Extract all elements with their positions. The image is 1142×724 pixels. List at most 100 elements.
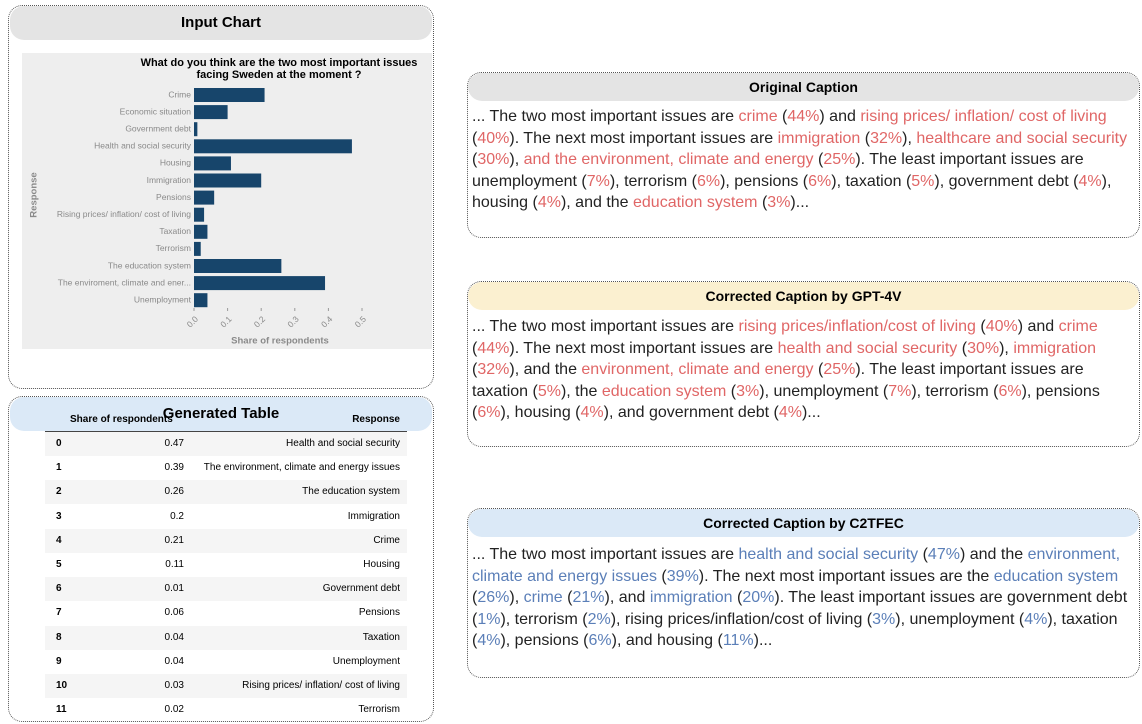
- row-index: 4: [56, 534, 62, 546]
- caption-segment: ). The next most important issues are th…: [698, 567, 994, 585]
- caption-segment: ), and government debt (: [603, 404, 779, 421]
- caption-segment: (: [732, 589, 743, 606]
- highlight-text: 4%: [778, 404, 802, 421]
- highlight-text: 32%: [870, 129, 903, 147]
- caption-segment: ), taxation (: [472, 610, 1118, 650]
- caption-segment: ), and the: [560, 194, 633, 211]
- table-cell: Terrorism: [358, 704, 400, 716]
- highlight-text: 7%: [888, 382, 912, 400]
- caption-panel: [467, 508, 1140, 678]
- highlight-text: 3%: [767, 194, 791, 211]
- highlight-text: 30%: [967, 339, 1000, 357]
- highlight-text: environment, climate and energy issues: [472, 546, 1121, 585]
- panel-title: Input Chart: [10, 6, 432, 40]
- row-index: 9: [56, 655, 62, 667]
- row-index: 6: [56, 583, 62, 595]
- highlight-text: 39%: [666, 567, 699, 585]
- caption-segment: ), terrorism (: [500, 610, 588, 628]
- caption-segment: (: [472, 129, 478, 147]
- table-rule: [45, 431, 407, 432]
- caption-segment: (: [757, 194, 768, 211]
- panel-title: Corrected Caption by C2TFEC: [468, 509, 1139, 537]
- caption-panel: [467, 281, 1140, 447]
- highlight-text: 20%: [742, 589, 775, 606]
- caption-segment: (: [472, 339, 478, 357]
- highlight-text: education system: [601, 382, 727, 400]
- table-header: Response: [352, 414, 400, 425]
- highlight-text: education system: [633, 194, 758, 211]
- caption-segment: (: [918, 546, 928, 563]
- highlight-text: immigration: [777, 129, 861, 147]
- highlight-text: immigration: [1013, 339, 1096, 357]
- highlight-text: 47%: [927, 546, 960, 563]
- caption-segment: (: [472, 361, 478, 378]
- caption-segment: ), taxation (: [831, 172, 912, 190]
- table-cell: Unemployment: [332, 655, 400, 667]
- highlight-text: 5%: [537, 382, 561, 400]
- highlight-text: 25%: [823, 361, 856, 378]
- row-index: 5: [56, 559, 62, 570]
- highlight-text: rising prices/ inflation/ cost of living: [860, 108, 1107, 125]
- table-cell: Pensions: [358, 607, 400, 619]
- table-cell: 0.39: [164, 462, 184, 474]
- input-chart-panel: [8, 5, 434, 389]
- caption-segment: ), pensions (: [720, 172, 809, 190]
- highlight-text: 6%: [477, 404, 501, 421]
- table-row-bg: [45, 625, 407, 650]
- table-cell: 0.04: [164, 631, 184, 643]
- row-index: 0: [56, 438, 62, 449]
- highlight-text: 6%: [998, 382, 1022, 400]
- caption-text: ... The two most important issues are ri…: [472, 316, 1140, 424]
- caption-segment: ). The next most important issues are: [509, 339, 778, 357]
- highlight-text: 4%: [477, 632, 501, 649]
- highlight-text: 2%: [587, 610, 611, 628]
- caption-segment: ), unemployment (: [895, 610, 1025, 628]
- highlight-text: 5%: [911, 172, 935, 190]
- table-cell: 0.11: [165, 559, 184, 570]
- caption-segment: ), and housing (: [611, 632, 723, 649]
- row-index: 7: [56, 607, 62, 619]
- table-cell: Government debt: [322, 583, 400, 595]
- highlight-text: 44%: [477, 339, 510, 357]
- caption-segment: ). The least important issues are govern…: [472, 589, 1128, 628]
- caption-segment: )...: [801, 404, 821, 421]
- highlight-text: 3%: [736, 382, 760, 400]
- caption-segment: (: [656, 567, 667, 585]
- table-header: Share of respondents: [70, 414, 173, 425]
- caption-segment: ), government debt (: [934, 172, 1079, 190]
- caption-segment: ), terrorism (: [609, 172, 697, 190]
- highlight-text: 32%: [477, 361, 510, 378]
- caption-segment: )...: [790, 194, 810, 211]
- row-index: 8: [56, 631, 62, 643]
- caption-segment: ) and: [1017, 318, 1059, 335]
- caption-segment: (: [813, 361, 824, 378]
- table-cell: 0.02: [164, 704, 184, 716]
- table-cell: Health and social security: [286, 438, 400, 449]
- table-cell: Taxation: [362, 631, 400, 643]
- caption-segment: ), terrorism (: [911, 382, 999, 400]
- table-row-bg: [45, 480, 407, 505]
- caption-segment: ). The least important issues are taxati…: [472, 361, 1084, 400]
- caption-panel: [467, 72, 1140, 238]
- highlight-text: 4%: [580, 404, 604, 421]
- table-cell: 0.06: [164, 607, 184, 619]
- caption-segment: ... The two most important issues are: [472, 318, 739, 335]
- caption-segment: ), pensions (: [500, 632, 589, 649]
- caption-text: ... The two most important issues are he…: [472, 544, 1140, 652]
- highlight-text: 40%: [985, 318, 1018, 335]
- table-row-bg: [45, 674, 407, 698]
- table-cell: 0.04: [164, 655, 184, 667]
- highlight-text: 44%: [787, 108, 820, 125]
- highlight-text: 40%: [477, 129, 510, 147]
- caption-segment: ),: [999, 339, 1014, 357]
- table-cell: 0.47: [164, 438, 184, 449]
- caption-segment: (: [472, 151, 478, 168]
- row-index: 1: [56, 462, 62, 474]
- highlight-text: 7%: [586, 172, 610, 190]
- caption-text: ... The two most important issues are cr…: [472, 106, 1140, 214]
- highlight-text: healthcare and social security: [916, 129, 1128, 147]
- table-cell: The education system: [302, 486, 400, 498]
- table-panel: [8, 396, 434, 722]
- highlight-text: rising prices/inflation/cost of living: [738, 318, 976, 335]
